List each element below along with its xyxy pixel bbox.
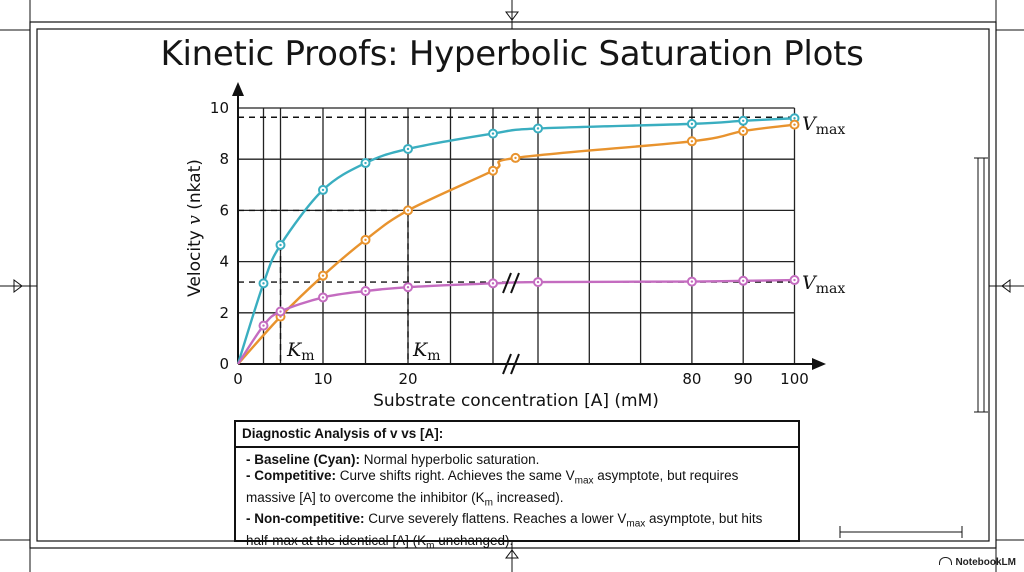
point-dot-competitive-8 xyxy=(742,129,745,133)
point-dot-baseline-10 xyxy=(793,117,796,120)
point-dot-competitive-4 xyxy=(406,209,410,212)
point-dot-noncompetitive-6 xyxy=(491,282,495,285)
annotation-labels: Substrate concentration [A] (mM) Velocit… xyxy=(185,113,845,411)
y-tick-0: 0 xyxy=(219,355,229,373)
point-dot-baseline-6 xyxy=(491,132,495,135)
axis-breaks xyxy=(502,272,520,375)
point-dot-competitive-3 xyxy=(364,238,367,242)
point-dot-competitive-5 xyxy=(491,169,495,172)
series-lines xyxy=(236,113,800,365)
page-title: Kinetic Proofs: Hyperbolic Saturation Pl… xyxy=(160,34,864,74)
point-dot-noncompetitive-4 xyxy=(364,289,367,293)
y-tick-2: 2 xyxy=(219,304,229,322)
point-dot-baseline-8 xyxy=(690,122,694,126)
km-label-2: Km xyxy=(412,339,440,364)
x-tick-0: 0 xyxy=(233,370,243,388)
tick-labels: 0 10 20 80 90 100 0 2 4 6 8 10 xyxy=(210,99,809,388)
x-axis-arrow xyxy=(812,358,826,370)
y-axis-label: Velocity v (nkat) xyxy=(185,159,205,297)
point-dot-baseline-9 xyxy=(742,119,745,123)
point-dot-noncompetitive-8 xyxy=(690,280,694,283)
point-dot-competitive-7 xyxy=(690,140,694,143)
point-dot-baseline-1 xyxy=(262,282,265,285)
axis-break-x xyxy=(502,353,520,375)
series-line-baseline xyxy=(236,117,795,365)
km-label-1: Km xyxy=(286,339,314,364)
point-dot-competitive-9 xyxy=(793,123,796,126)
x-tick-90: 90 xyxy=(734,370,753,388)
x-tick-10: 10 xyxy=(313,370,332,388)
notebooklm-icon xyxy=(939,557,953,565)
x-tick-20: 20 xyxy=(398,370,417,388)
note-baseline: - Baseline (Cyan): Normal hyperbolic sat… xyxy=(246,452,540,467)
point-dot-baseline-4 xyxy=(364,161,367,165)
watermark: NotebookLM xyxy=(939,557,1016,568)
note-competitive: - Competitive: Curve shifts right. Achie… xyxy=(246,468,739,509)
chart-axes xyxy=(232,82,826,370)
point-dot-noncompetitive-3 xyxy=(321,296,325,299)
y-axis-arrow xyxy=(232,82,244,96)
x-tick-100: 100 xyxy=(780,370,809,388)
axis-break-curve xyxy=(502,272,520,294)
point-dot-baseline-5 xyxy=(406,147,410,151)
y-tick-8: 8 xyxy=(219,150,229,168)
series-line-competitive xyxy=(237,123,795,365)
point-dot-baseline-2 xyxy=(279,243,282,247)
point-dot-noncompetitive-7 xyxy=(536,280,540,284)
point-dot-noncompetitive-5 xyxy=(406,286,410,289)
point-dot-noncompetitive-1 xyxy=(262,324,265,327)
point-dot-competitive-2 xyxy=(321,274,325,277)
vmax-label-bottom: Vmax xyxy=(802,272,845,297)
point-dot-baseline-7 xyxy=(536,127,540,130)
note-noncompetitive: - Non-competitive: Curve severely flatte… xyxy=(246,511,763,552)
chart-grid xyxy=(238,107,796,364)
diagnostic-heading: Diagnostic Analysis of v vs [A]: xyxy=(236,422,798,448)
point-dot-baseline-3 xyxy=(321,188,325,192)
point-dot-noncompetitive-9 xyxy=(742,279,745,282)
series-line-noncompetitive xyxy=(237,278,795,365)
x-axis-label: Substrate concentration [A] (mM) xyxy=(373,391,659,411)
diagnostic-body: - Baseline (Cyan): Normal hyperbolic sat… xyxy=(236,448,798,559)
y-tick-10: 10 xyxy=(210,99,229,117)
diagnostic-analysis-box: Diagnostic Analysis of v vs [A]: - Basel… xyxy=(234,420,800,552)
point-dot-competitive-6 xyxy=(514,156,517,160)
point-dot-noncompetitive-2 xyxy=(279,310,282,313)
y-tick-6: 6 xyxy=(219,201,229,219)
y-tick-4: 4 xyxy=(219,253,229,271)
vmax-label-top: Vmax xyxy=(802,113,845,138)
point-dot-noncompetitive-10 xyxy=(793,278,796,282)
x-tick-80: 80 xyxy=(682,370,701,388)
